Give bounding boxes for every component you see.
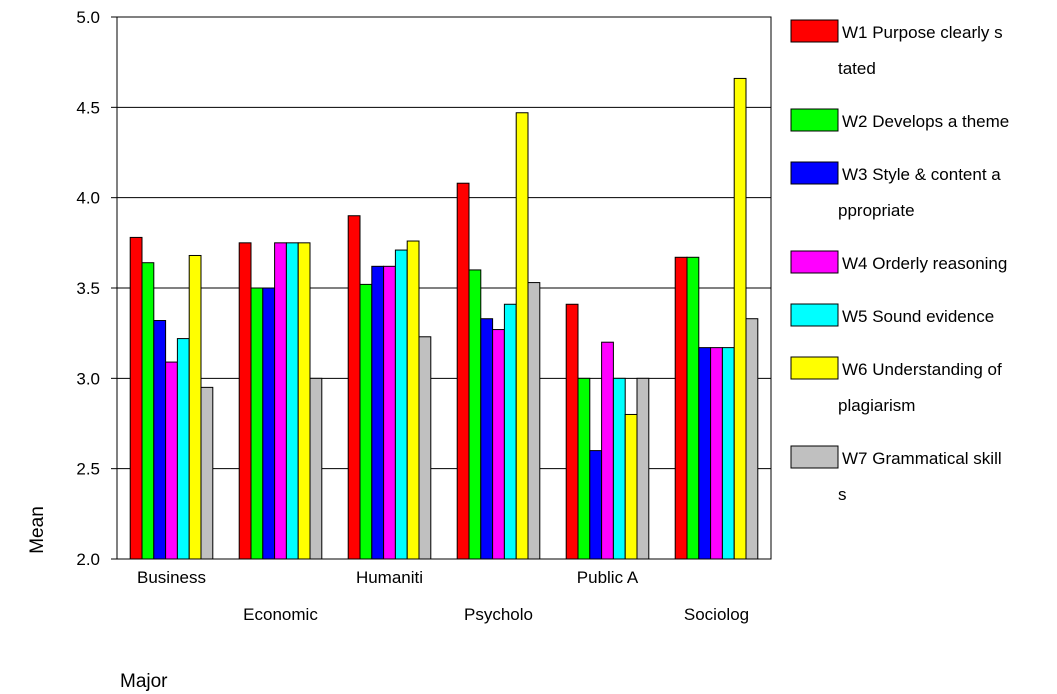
bar xyxy=(383,265,396,560)
bar xyxy=(371,265,385,560)
legend-swatch xyxy=(790,108,839,132)
legend-label: s xyxy=(838,485,847,504)
legend-label: W4 Orderly reasoning xyxy=(842,254,1007,273)
legend-label: tated xyxy=(838,59,876,78)
y-axis-ticks: 2.0 2.5 3.0 3.5 4.0 4.5 5.0 xyxy=(76,8,117,569)
bar xyxy=(733,77,747,560)
bar xyxy=(406,240,420,560)
bar xyxy=(745,318,759,560)
y-tick-label: 3.5 xyxy=(76,279,100,298)
bar xyxy=(515,112,529,560)
y-axis-title: Mean xyxy=(27,506,48,554)
legend-swatch xyxy=(790,303,839,327)
y-tick-label: 3.0 xyxy=(76,369,100,388)
y-tick-label: 2.0 xyxy=(76,550,100,569)
bar xyxy=(492,329,505,560)
bar xyxy=(674,256,688,560)
gridlines xyxy=(117,106,771,470)
legend-label: W7 Grammatical skill xyxy=(842,449,1002,468)
bar xyxy=(165,361,178,560)
bar xyxy=(129,236,143,560)
legend-label: W6 Understanding of xyxy=(842,360,1002,379)
bar xyxy=(480,318,494,560)
bar xyxy=(503,303,517,560)
bar xyxy=(456,182,470,560)
bar xyxy=(285,242,299,560)
bar xyxy=(262,287,276,560)
legend-swatch xyxy=(790,19,839,43)
bar xyxy=(250,287,264,560)
bar xyxy=(527,282,541,560)
bar xyxy=(686,256,700,560)
x-tick-label: Sociolog xyxy=(684,605,749,624)
y-tick-label: 4.0 xyxy=(76,189,100,208)
bar xyxy=(200,386,214,560)
bar xyxy=(309,377,323,560)
y-tick-label: 2.5 xyxy=(76,460,100,479)
x-tick-label: Business xyxy=(137,568,206,587)
bar xyxy=(297,242,311,560)
bar xyxy=(698,347,712,560)
legend-label: W1 Purpose clearly s xyxy=(842,23,1003,42)
legend-label: W5 Sound evidence xyxy=(842,307,994,326)
bar xyxy=(577,377,591,560)
bar xyxy=(636,377,650,560)
x-axis-title: Major xyxy=(120,671,168,692)
y-tick-label: 4.5 xyxy=(76,98,100,117)
bar xyxy=(710,347,723,560)
bar xyxy=(624,413,638,560)
bar xyxy=(418,336,432,560)
legend-label: W3 Style & content a xyxy=(842,165,1001,184)
bar xyxy=(612,377,626,560)
bar xyxy=(359,283,373,560)
x-tick-label: Humaniti xyxy=(356,568,423,587)
bar xyxy=(141,262,155,560)
bar xyxy=(394,249,408,560)
x-axis-ticks: Business Economic Humaniti Psycholo Public A… xyxy=(137,568,749,624)
legend-swatch xyxy=(790,250,839,274)
legend-label: plagiarism xyxy=(838,396,915,415)
bar xyxy=(721,347,735,560)
legend-swatch xyxy=(790,445,839,469)
bar xyxy=(188,254,202,560)
y-tick-label: 5.0 xyxy=(76,8,100,27)
legend-label: W2 Develops a theme xyxy=(842,112,1009,131)
bar xyxy=(274,242,287,560)
legend: W1 Purpose clearly s tated W2 Develops a t… xyxy=(790,19,1009,504)
bar xyxy=(347,215,361,560)
bars xyxy=(129,77,759,560)
legend-swatch xyxy=(790,161,839,185)
bar xyxy=(565,303,579,560)
bar xyxy=(589,450,603,560)
x-tick-label: Economic xyxy=(243,605,318,624)
bar xyxy=(153,320,167,560)
x-tick-label: Public A xyxy=(577,568,639,587)
bar xyxy=(468,269,482,560)
x-tick-label: Psycholo xyxy=(464,605,533,624)
bar xyxy=(238,242,252,560)
legend-swatch xyxy=(790,356,839,380)
legend-label: ppropriate xyxy=(838,201,915,220)
bar xyxy=(601,341,614,560)
bar xyxy=(176,338,190,560)
